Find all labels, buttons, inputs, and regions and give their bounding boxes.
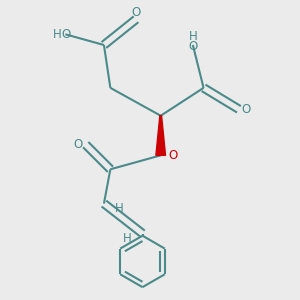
Text: H: H <box>188 30 197 43</box>
Text: H: H <box>123 232 132 245</box>
Text: O: O <box>62 28 71 41</box>
Text: O: O <box>168 149 177 162</box>
Polygon shape <box>156 116 166 155</box>
Text: O: O <box>131 6 141 20</box>
Text: O: O <box>242 103 251 116</box>
Text: H: H <box>115 202 123 215</box>
Text: O: O <box>74 138 83 151</box>
Text: O: O <box>188 40 197 52</box>
Text: H: H <box>52 28 61 41</box>
